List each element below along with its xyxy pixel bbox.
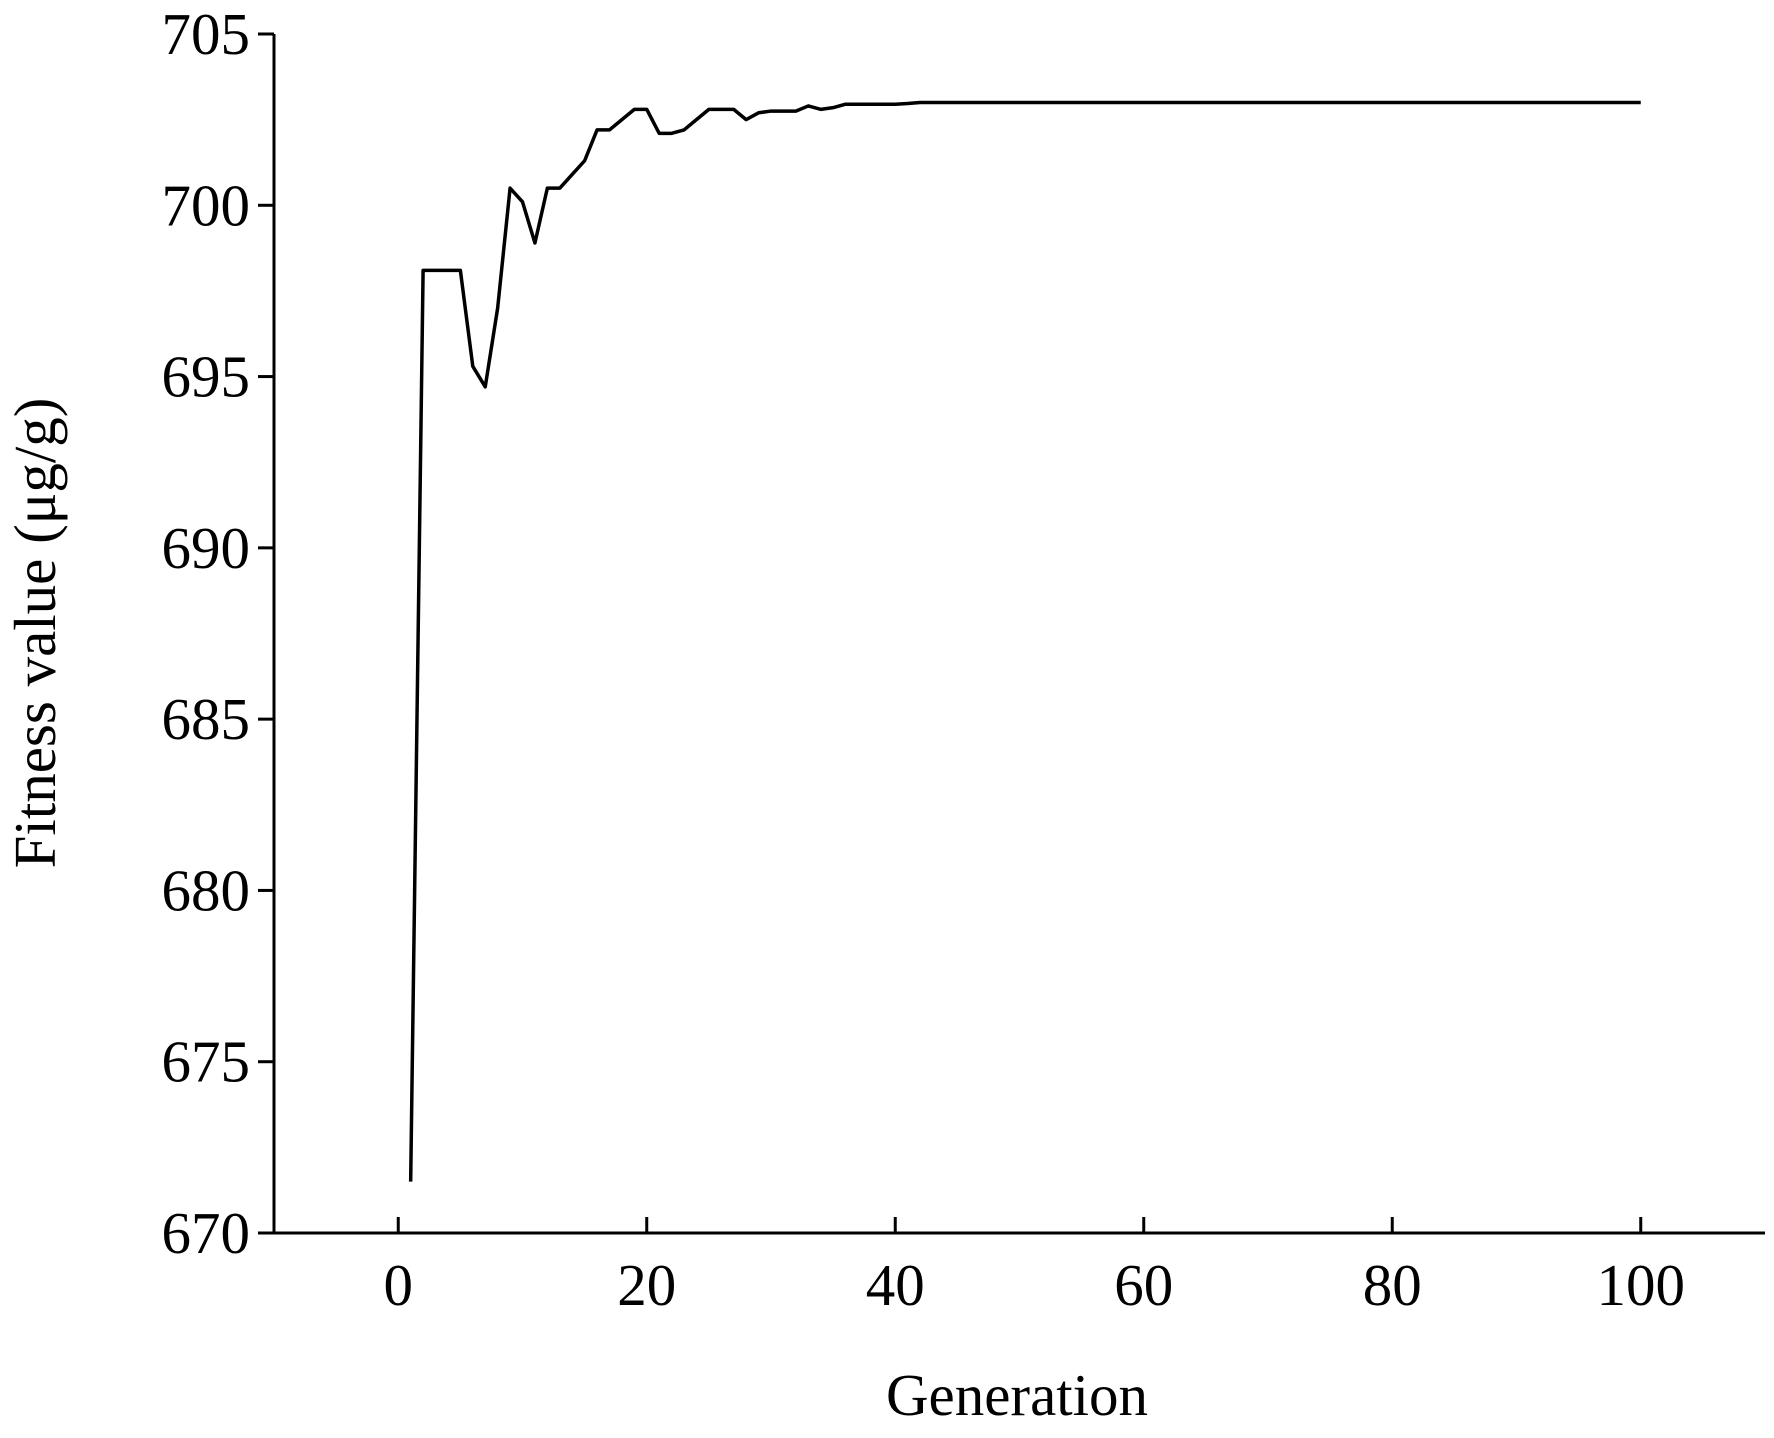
x-tick-label: 20 [617,1252,676,1318]
x-tick-label: 40 [866,1252,925,1318]
x-axis-label: Generation [886,1362,1148,1428]
y-tick-label: 675 [162,1029,251,1095]
y-axis-label: Fitness value (μg/g) [2,398,68,869]
y-tick-label: 700 [162,172,251,238]
y-tick-label: 680 [162,857,251,923]
x-tick-label: 80 [1363,1252,1422,1318]
line [408,100,1641,1182]
axes [272,34,1765,1235]
y-tick-label: 690 [162,515,251,581]
x-tick-label: 0 [384,1252,414,1318]
x-tick-label: 60 [1114,1252,1173,1318]
y-tick-label: 695 [162,344,251,410]
y-tick-label: 705 [162,1,251,67]
y-tick-label: 670 [162,1200,251,1266]
y-tick-label: 685 [162,686,251,752]
x-tick-label: 100 [1597,1252,1686,1318]
